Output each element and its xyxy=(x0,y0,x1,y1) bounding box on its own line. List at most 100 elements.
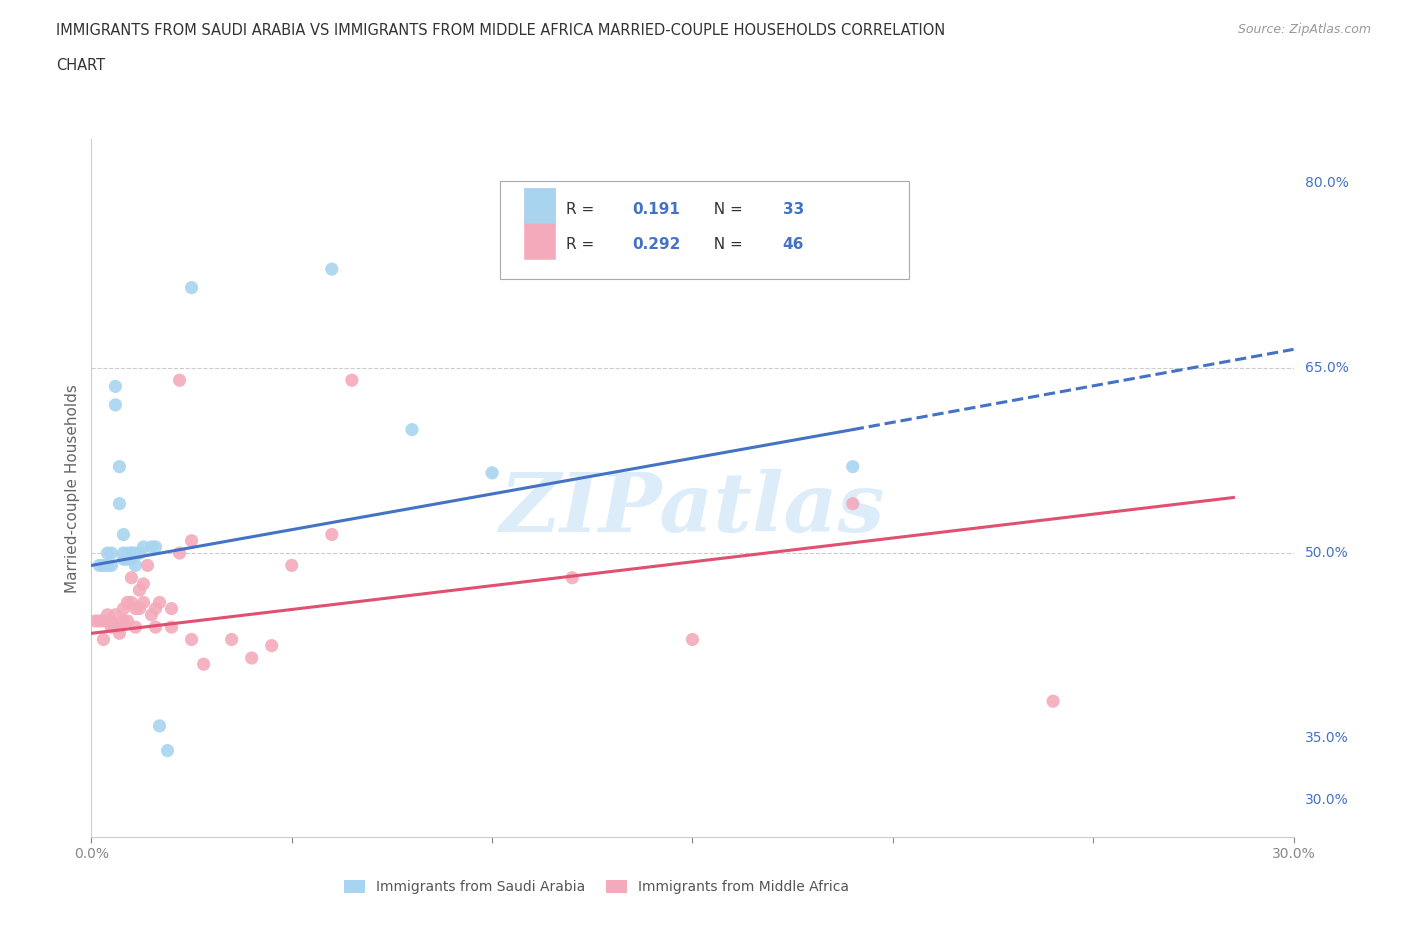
Point xyxy=(681,632,703,647)
Point xyxy=(124,546,146,561)
Text: ZIPatlas: ZIPatlas xyxy=(499,469,886,550)
Point xyxy=(169,546,191,561)
Point xyxy=(160,619,183,634)
Point xyxy=(112,601,135,616)
Point xyxy=(561,570,583,585)
Point xyxy=(93,632,115,647)
Point xyxy=(132,577,155,591)
Point xyxy=(93,614,115,629)
Text: 46: 46 xyxy=(783,236,804,252)
Y-axis label: Married-couple Households: Married-couple Households xyxy=(65,384,80,592)
Point xyxy=(136,558,159,573)
Text: 0.191: 0.191 xyxy=(633,202,681,217)
Text: 30.0%: 30.0% xyxy=(1305,793,1348,807)
Point xyxy=(108,619,131,634)
Point xyxy=(221,632,243,647)
Point xyxy=(117,614,139,629)
Point xyxy=(121,595,143,610)
Point xyxy=(501,855,523,870)
Point xyxy=(96,546,118,561)
Text: R =: R = xyxy=(567,202,599,217)
Point xyxy=(93,558,115,573)
Point xyxy=(169,373,191,388)
Point xyxy=(321,261,343,276)
Point xyxy=(128,583,150,598)
Point xyxy=(121,570,143,585)
Point xyxy=(1042,694,1064,709)
Point xyxy=(841,459,863,474)
Point xyxy=(160,601,183,616)
Text: Source: ZipAtlas.com: Source: ZipAtlas.com xyxy=(1237,23,1371,36)
FancyBboxPatch shape xyxy=(501,181,908,279)
Point xyxy=(117,546,139,561)
Point xyxy=(128,546,150,561)
Point xyxy=(141,539,163,554)
Point xyxy=(117,551,139,566)
Point xyxy=(100,558,122,573)
Point xyxy=(112,527,135,542)
Point xyxy=(108,626,131,641)
Point xyxy=(96,607,118,622)
Point xyxy=(193,657,215,671)
Point xyxy=(132,539,155,554)
Point xyxy=(117,595,139,610)
Point xyxy=(321,527,343,542)
Point xyxy=(121,551,143,566)
Text: N =: N = xyxy=(704,202,748,217)
Point xyxy=(104,619,127,634)
Point xyxy=(180,280,202,295)
Point xyxy=(104,397,127,412)
Point xyxy=(84,614,107,629)
Text: 65.0%: 65.0% xyxy=(1305,361,1348,375)
Text: IMMIGRANTS FROM SAUDI ARABIA VS IMMIGRANTS FROM MIDDLE AFRICA MARRIED-COUPLE HOU: IMMIGRANTS FROM SAUDI ARABIA VS IMMIGRAN… xyxy=(56,23,945,38)
Point xyxy=(260,638,283,653)
Point xyxy=(104,607,127,622)
Point xyxy=(340,373,363,388)
Point xyxy=(124,601,146,616)
Point xyxy=(104,379,127,393)
Point xyxy=(145,619,167,634)
Legend: Immigrants from Saudi Arabia, Immigrants from Middle Africa: Immigrants from Saudi Arabia, Immigrants… xyxy=(339,875,855,900)
Point xyxy=(100,546,122,561)
Point xyxy=(128,601,150,616)
Point xyxy=(124,619,146,634)
Point xyxy=(89,558,111,573)
Text: 35.0%: 35.0% xyxy=(1305,731,1348,745)
Text: 0.292: 0.292 xyxy=(633,236,681,252)
Point xyxy=(145,601,167,616)
Text: 50.0%: 50.0% xyxy=(1305,546,1348,560)
Point xyxy=(148,595,170,610)
Point xyxy=(141,607,163,622)
Text: N =: N = xyxy=(704,236,748,252)
Point xyxy=(112,546,135,561)
Point xyxy=(112,614,135,629)
Text: 33: 33 xyxy=(783,202,804,217)
Text: CHART: CHART xyxy=(56,58,105,73)
Point xyxy=(180,632,202,647)
Point xyxy=(132,595,155,610)
Point xyxy=(96,558,118,573)
Point xyxy=(124,558,146,573)
FancyBboxPatch shape xyxy=(524,188,555,225)
Point xyxy=(841,497,863,512)
Point xyxy=(180,533,202,548)
Point xyxy=(128,546,150,561)
Point xyxy=(96,614,118,629)
Point xyxy=(481,465,503,480)
Point xyxy=(89,614,111,629)
Point xyxy=(156,743,179,758)
Point xyxy=(108,497,131,512)
Text: R =: R = xyxy=(567,236,599,252)
FancyBboxPatch shape xyxy=(524,223,555,259)
Point xyxy=(100,619,122,634)
Point xyxy=(112,551,135,566)
Point xyxy=(121,546,143,561)
Text: 80.0%: 80.0% xyxy=(1305,176,1348,190)
Point xyxy=(148,719,170,734)
Point xyxy=(240,651,263,666)
Point xyxy=(401,422,423,437)
Point xyxy=(121,546,143,561)
Point xyxy=(100,614,122,629)
Point xyxy=(281,558,304,573)
Point xyxy=(108,459,131,474)
